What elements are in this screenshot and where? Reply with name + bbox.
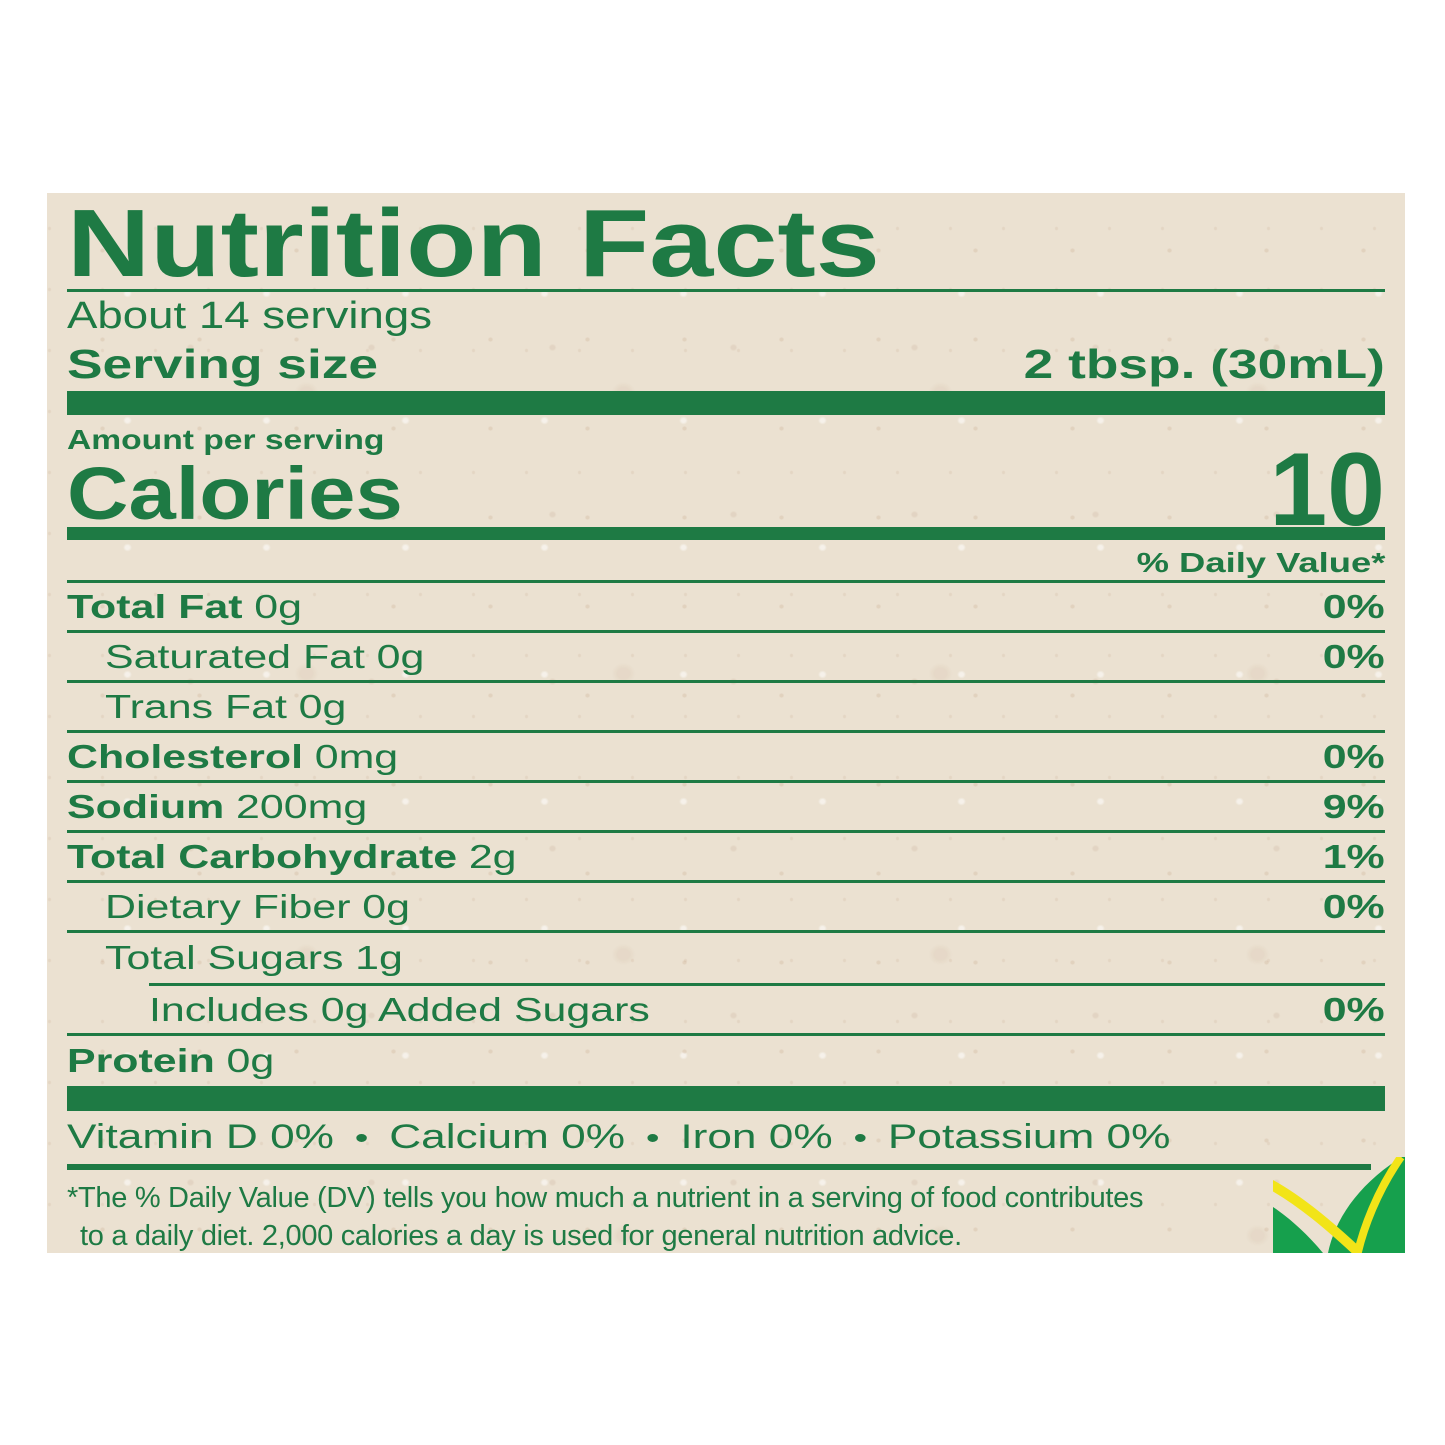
added-sugars-divider [149,983,1385,986]
nutrient-row-cholesterol: Cholesterol 0mg 0% [67,733,1385,783]
micronutrient-calcium: Calcium 0% [389,1118,626,1156]
nutrient-dv: 0% [1322,990,1385,1028]
nutrient-name: Dietary Fiber [105,887,351,925]
serving-size-label: Serving size [67,341,379,387]
nutrient-row-total-sugars: Total Sugars 1g [67,933,1385,983]
nutrient-amount: 0g [376,637,425,675]
footnote-line-1: *The % Daily Value (DV) tells you how mu… [67,1182,1144,1214]
title-divider [67,289,1385,292]
daily-value-header: % Daily Value* [1136,547,1385,578]
nutrient-dv: 1% [1322,837,1385,875]
nutrient-dv: 0% [1322,887,1385,925]
title-text: Nutrition Facts [67,193,880,297]
nutrient-row-saturated-fat: Saturated Fat 0g 0% [67,633,1385,683]
nutrient-amount: 0g [226,1042,275,1079]
nutrient-name: Protein [67,1042,215,1079]
nutrient-dv: 0% [1322,587,1385,625]
servings-per-container: About 14 servings [67,295,433,337]
bullet-separator: • [354,1122,369,1155]
nutrient-amount: 0mg [314,737,399,775]
nutrient-name: Includes 0g Added Sugars [149,990,650,1028]
nutrient-row-sodium: Sodium 200mg 9% [67,783,1385,833]
calories-label: Calories [67,452,403,535]
nutrient-name: Total Sugars [105,939,344,976]
nutrient-amount: 0g [254,587,302,625]
footnote-line-2: to a daily diet. 2,000 calories a day is… [80,1220,962,1252]
nutrient-name: Total Fat [67,587,243,625]
section-bar-bottom [67,1086,1385,1111]
nutrient-amount: 0g [362,887,410,925]
footnote-divider [67,1164,1371,1170]
nutrient-amount: 1g [355,939,403,976]
nutrient-table: Total Fat 0g 0% Saturated Fat 0g 0% Trans … [67,580,1385,1086]
leaf-icon [1273,1157,1405,1253]
bullet-separator: • [853,1122,868,1155]
bullet-separator: • [645,1122,660,1155]
micronutrient-potassium: Potassium 0% [887,1118,1171,1156]
daily-value-footnote: *The % Daily Value (DV) tells you how mu… [67,1179,1385,1253]
nutrition-facts-title: Nutrition Facts [67,193,1385,297]
nutrient-dv: 0% [1322,737,1385,775]
micronutrient-iron: Iron 0% [680,1118,833,1156]
micronutrients-row: Vitamin D 0% • Calcium 0% • Iron 0% • Potassiu… [67,1111,1385,1164]
serving-size-row: Serving size 2 tbsp. (30mL) [67,338,1385,391]
nutrient-row-protein: Protein 0g [67,1036,1385,1086]
calories-divider-bar [67,527,1385,540]
nutrient-row-trans-fat: Trans Fat 0g [67,683,1385,733]
nutrient-name: Sodium [67,787,225,825]
nutrition-facts-label: Nutrition Facts About 14 servings Servin… [47,193,1405,1253]
nutrient-row-dietary-fiber: Dietary Fiber 0g 0% [67,883,1385,933]
nutrient-row-added-sugars: Includes 0g Added Sugars 0% [67,986,1385,1036]
nutrient-dv: 0% [1322,637,1385,675]
nutrient-amount: 2g [468,837,517,875]
nutrient-amount: 0g [298,687,347,725]
micronutrient-vitamin-d: Vitamin D 0% [67,1118,334,1156]
calories-row: Calories 10 [67,438,1385,542]
serving-size-value: 2 tbsp. (30mL) [1023,341,1385,387]
nutrient-row-total-carbohydrate: Total Carbohydrate 2g 1% [67,833,1385,883]
nutrient-row-total-fat: Total Fat 0g 0% [67,583,1385,633]
amount-per-serving-label: Amount per serving [67,424,385,455]
nutrient-amount: 200mg [236,787,368,825]
nutrient-name: Saturated Fat [105,637,365,675]
nutrient-name: Cholesterol [67,737,304,775]
nutrient-name: Total Carbohydrate [67,837,458,875]
nutrient-dv: 9% [1322,787,1385,825]
nutrient-name: Trans Fat [105,687,287,725]
section-bar-top [67,391,1385,415]
calories-value: 10 [1269,432,1385,548]
